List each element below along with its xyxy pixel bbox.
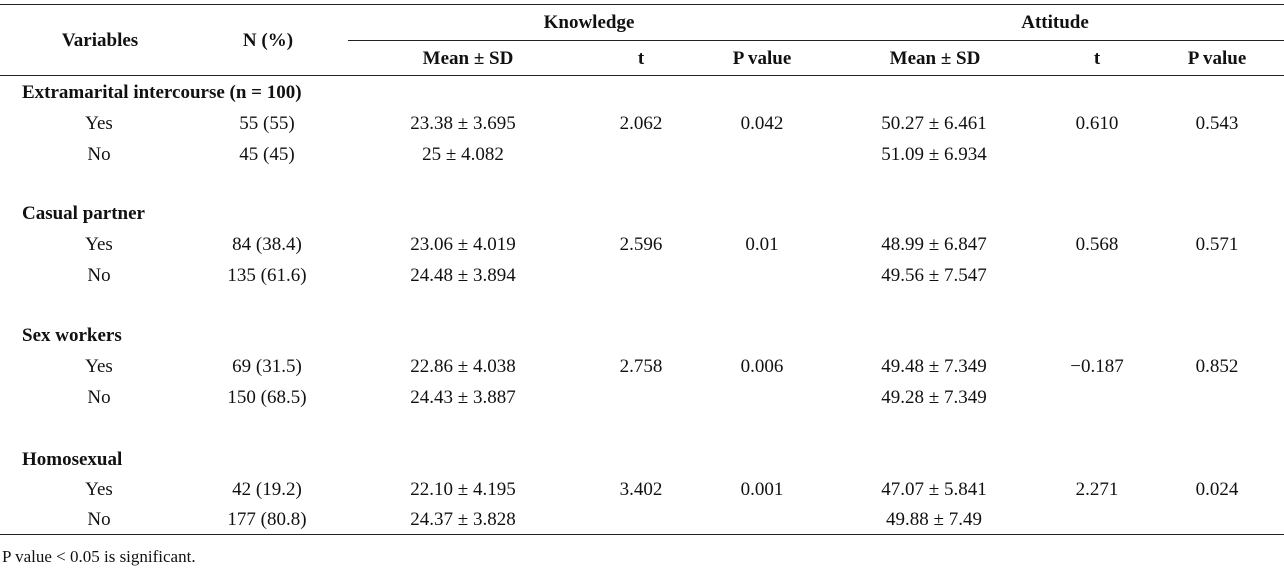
header-attitude-p: P value: [1187, 48, 1247, 69]
row-label: Yes: [85, 356, 113, 377]
cell-knowledge-t: 3.402: [619, 479, 663, 500]
header-knowledge-mean-sd: Mean ± SD: [422, 48, 514, 69]
cell-attitude-t: 0.568: [1075, 234, 1119, 255]
header-variables: Variables: [61, 30, 139, 51]
row-label: No: [87, 144, 111, 165]
table-bottom-rule: [0, 534, 1284, 535]
group-title: Extramarital intercourse (n = 100): [22, 82, 302, 103]
cell-knowledge-p: 0.006: [740, 356, 784, 377]
cell-knowledge-t: 2.758: [619, 356, 663, 377]
cell-attitude-mean: 47.07 ± 5.841: [881, 479, 987, 500]
cell-attitude-p: 0.543: [1195, 113, 1239, 134]
group-title: Casual partner: [22, 203, 145, 224]
cell-attitude-mean: 49.28 ± 7.349: [881, 387, 987, 408]
header-knowledge-t: t: [637, 48, 645, 69]
row-label: Yes: [85, 479, 113, 500]
header-group-rule: [348, 40, 1284, 41]
cell-n: 177 (80.8): [227, 509, 307, 530]
cell-knowledge-t: 2.062: [619, 113, 663, 134]
cell-knowledge-mean: 23.06 ± 4.019: [410, 234, 516, 255]
cell-knowledge-mean: 22.10 ± 4.195: [410, 479, 516, 500]
header-attitude: Attitude: [1021, 12, 1089, 33]
cell-n: 84 (38.4): [232, 234, 302, 255]
cell-knowledge-mean: 22.86 ± 4.038: [410, 356, 516, 377]
cell-attitude-t: 2.271: [1075, 479, 1119, 500]
cell-knowledge-mean: 24.43 ± 3.887: [410, 387, 516, 408]
cell-knowledge-mean: 24.37 ± 3.828: [410, 509, 516, 530]
cell-attitude-t: −0.187: [1070, 356, 1124, 377]
group-title: Sex workers: [22, 325, 122, 346]
header-attitude-t: t: [1093, 48, 1101, 69]
cell-attitude-mean: 51.09 ± 6.934: [881, 144, 987, 165]
cell-n: 150 (68.5): [227, 387, 307, 408]
header-attitude-mean-sd: Mean ± SD: [889, 48, 981, 69]
cell-attitude-mean: 48.99 ± 6.847: [881, 234, 987, 255]
cell-knowledge-t: 2.596: [619, 234, 663, 255]
cell-attitude-p: 0.852: [1195, 356, 1239, 377]
cell-knowledge-p: 0.01: [745, 234, 779, 255]
table-top-rule: [0, 4, 1284, 5]
cell-n: 69 (31.5): [232, 356, 302, 377]
cell-attitude-p: 0.024: [1195, 479, 1239, 500]
cell-attitude-mean: 50.27 ± 6.461: [881, 113, 987, 134]
cell-knowledge-mean: 23.38 ± 3.695: [410, 113, 516, 134]
header-n-pct: N (%): [242, 30, 294, 51]
header-knowledge: Knowledge: [543, 12, 635, 33]
row-label: No: [87, 387, 111, 408]
cell-n: 42 (19.2): [232, 479, 302, 500]
cell-n: 55 (55): [239, 113, 295, 134]
cell-attitude-mean: 49.48 ± 7.349: [881, 356, 987, 377]
cell-knowledge-p: 0.001: [740, 479, 784, 500]
table-footnote: P value < 0.05 is significant.: [2, 547, 196, 566]
cell-attitude-p: 0.571: [1195, 234, 1239, 255]
header-bottom-rule: [0, 75, 1284, 76]
cell-n: 135 (61.6): [227, 265, 307, 286]
group-title: Homosexual: [22, 449, 123, 470]
cell-knowledge-p: 0.042: [740, 113, 784, 134]
row-label: No: [87, 265, 111, 286]
cell-knowledge-mean: 25 ± 4.082: [422, 144, 504, 165]
row-label: Yes: [85, 113, 113, 134]
row-label: No: [87, 509, 111, 530]
cell-attitude-mean: 49.56 ± 7.547: [881, 265, 987, 286]
cell-attitude-mean: 49.88 ± 7.49: [886, 509, 982, 530]
header-knowledge-p: P value: [732, 48, 792, 69]
row-label: Yes: [85, 234, 113, 255]
cell-attitude-t: 0.610: [1075, 113, 1119, 134]
cell-knowledge-mean: 24.48 ± 3.894: [410, 265, 516, 286]
cell-n: 45 (45): [239, 144, 295, 165]
